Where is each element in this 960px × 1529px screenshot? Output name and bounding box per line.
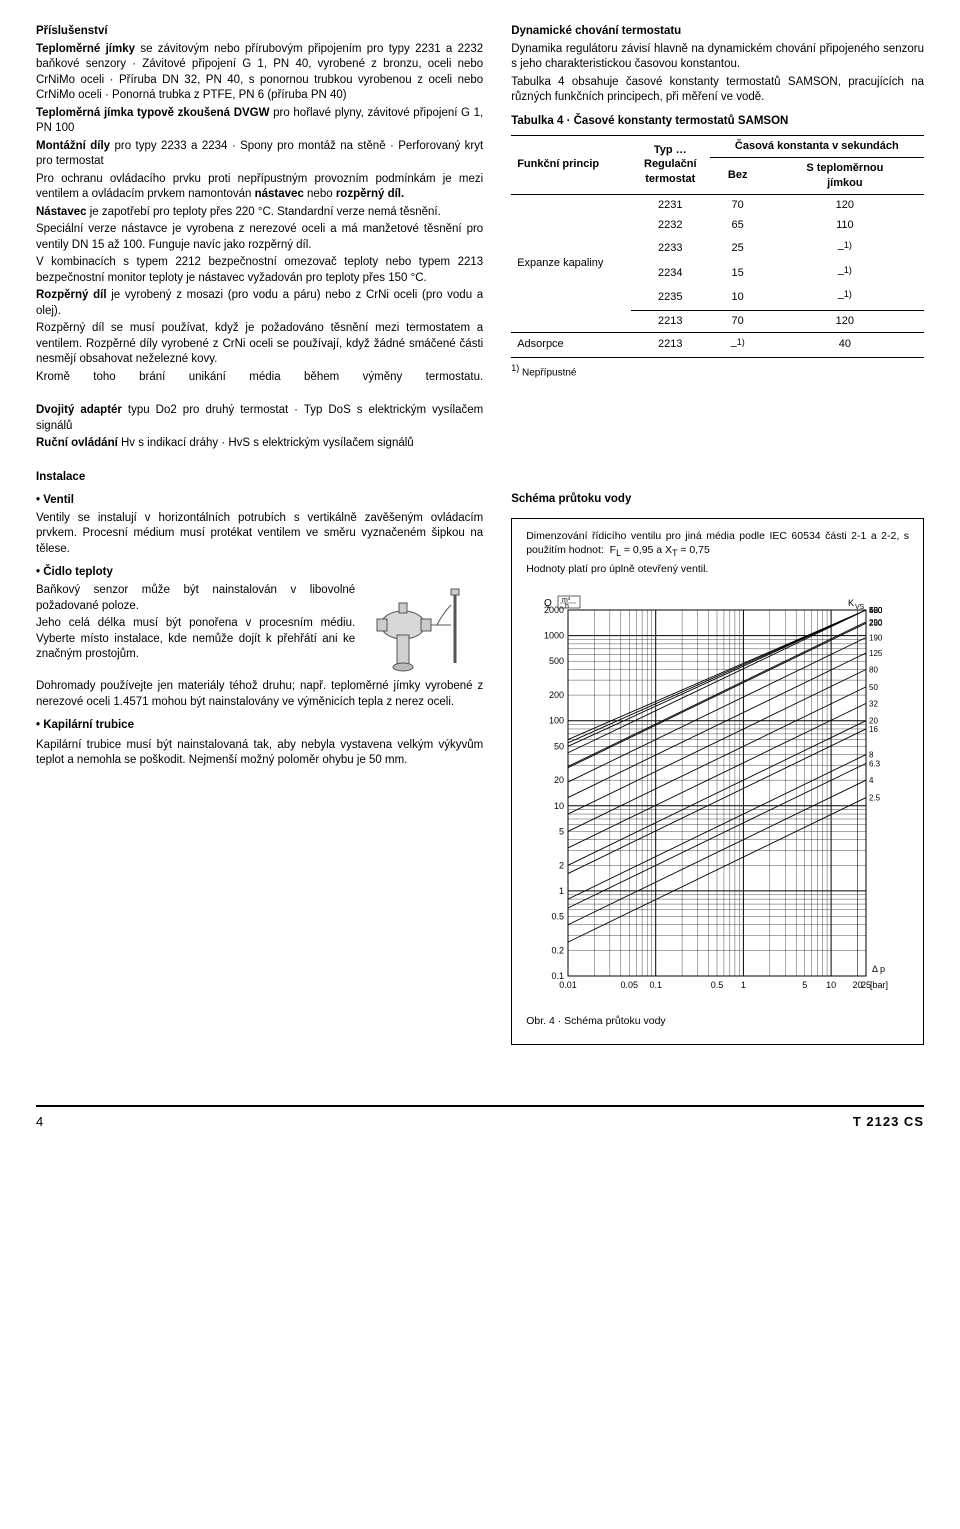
svg-text:5: 5 [559, 826, 564, 836]
svg-text:1: 1 [559, 886, 564, 896]
svg-text:10: 10 [826, 980, 836, 990]
p-rozperny2: Rozpěrný díl se musí používat, když je p… [36, 321, 483, 368]
svg-text:0.5: 0.5 [711, 980, 724, 990]
p-spec: Speciální verze nástavce je vyrobena z n… [36, 222, 483, 253]
svg-text:125: 125 [869, 649, 883, 658]
p-dyn2: Tabulka 4 obsahuje časové konstanty term… [511, 75, 924, 106]
p-rucni: Ruční ovládání Hv s indikací dráhy · HvS… [36, 436, 483, 452]
p-jimky: Teploměrné jímky se závitovým nebo příru… [36, 42, 483, 104]
svg-text:[bar]: [bar] [870, 980, 888, 990]
p-dvgw: Teploměrná jímka typově zkoušená DVGW pr… [36, 106, 483, 137]
svg-text:0.05: 0.05 [621, 980, 639, 990]
p-montaz: Montážní díly pro typy 2233 a 2234 · Spo… [36, 139, 483, 170]
svg-text:h: h [565, 603, 569, 610]
svg-text:Δ p: Δ p [872, 964, 885, 974]
svg-text:2.5: 2.5 [869, 793, 881, 802]
table-row: Expanze kapaliny223170120 [511, 194, 924, 215]
svg-text:20: 20 [554, 775, 564, 785]
th-bez: Bez [710, 157, 766, 194]
svg-text:0.5: 0.5 [552, 911, 565, 921]
kapilarni-bullet: Kapilární trubice [36, 718, 483, 734]
th-typ: Typ …Regulačnítermostat [631, 136, 710, 195]
th-jimka: S teploměrnoujímkou [766, 157, 924, 194]
left-column: Příslušenství Teploměrné jímky se závito… [36, 24, 483, 1045]
fig-caption: Obr. 4 · Schéma průtoku vody [526, 1014, 909, 1028]
svg-text:32: 32 [869, 699, 878, 708]
svg-text:80: 80 [869, 665, 878, 674]
svg-text:200: 200 [549, 690, 564, 700]
p-ochrana: Pro ochranu ovládacího prvku proti nepří… [36, 172, 483, 203]
svg-text:6.3: 6.3 [869, 759, 881, 768]
th-const: Časová konstanta v sekundách [710, 136, 924, 158]
table4-title: Tabulka 4 · Časové konstanty termostatů … [511, 114, 924, 130]
right-column: Dynamické chování termostatu Dynamika re… [511, 24, 924, 1045]
svg-text:50: 50 [869, 683, 878, 692]
svg-text:100: 100 [549, 715, 564, 725]
p-cidlo3: Dohromady používejte jen materiály téhož… [36, 679, 483, 710]
p-dyn1: Dynamika regulátoru závisí hlavně na dyn… [511, 42, 924, 73]
svg-text:VS: VS [855, 604, 865, 611]
svg-text:0.2: 0.2 [552, 945, 565, 955]
p-krome: Kromě toho brání unikání média během vým… [36, 370, 483, 386]
svg-text:280: 280 [869, 619, 883, 628]
page-footer: 4 T 2123 CS [36, 1105, 924, 1131]
svg-text:16: 16 [869, 725, 878, 734]
cidlo-bullet: Čidlo teploty [36, 565, 483, 581]
svg-text:10: 10 [554, 801, 564, 811]
valve-illustration [363, 585, 483, 675]
table-row: Adsorpce2213–1)40 [511, 332, 924, 358]
svg-text:Q: Q [544, 598, 552, 609]
svg-text:1: 1 [741, 980, 746, 990]
p-rozperny: Rozpěrný díl je vyrobený z mosazi (pro v… [36, 288, 483, 319]
flow-chart: 200010005002001005020105210.50.20.10.010… [526, 590, 906, 1010]
doc-code: T 2123 CS [853, 1113, 924, 1131]
svg-text:0.01: 0.01 [559, 980, 577, 990]
svg-text:0.1: 0.1 [650, 980, 663, 990]
svg-text:K: K [848, 598, 854, 608]
svg-text:190: 190 [869, 633, 883, 642]
chart-box: Dimenzování řídicího ventilu pro jiná mé… [511, 518, 924, 1045]
ventil-bullet: Ventil [36, 493, 483, 509]
table4: Funkční princip Typ …Regulačnítermostat … [511, 135, 924, 358]
svg-text:420: 420 [869, 606, 883, 615]
th-princip: Funkční princip [511, 136, 631, 195]
accessories-heading: Příslušenství [36, 24, 483, 40]
table4-note: 1) 1) NepřípustnéNepřípustné [511, 362, 924, 380]
svg-text:8: 8 [869, 750, 874, 759]
box-text2: Hodnoty platí pro úplně otevřený ventil. [526, 562, 909, 576]
p-komb: V kombinacích s typem 2212 bezpečnostní … [36, 255, 483, 286]
svg-text:4: 4 [869, 776, 874, 785]
svg-text:500: 500 [549, 656, 564, 666]
p-ventil: Ventily se instalují v horizontálních po… [36, 511, 483, 558]
svg-text:2: 2 [559, 860, 564, 870]
instalace-heading: Instalace [36, 470, 483, 486]
box-text1: Dimenzování řídicího ventilu pro jiná mé… [526, 529, 909, 560]
page-number: 4 [36, 1113, 43, 1131]
svg-text:5: 5 [802, 980, 807, 990]
dynamic-heading: Dynamické chování termostatu [511, 24, 924, 40]
svg-text:50: 50 [554, 741, 564, 751]
schema-heading: Schéma průtoku vody [511, 492, 924, 508]
p-nastavec: Nástavec je zapotřebí pro teploty přes 2… [36, 205, 483, 221]
p-kap: Kapilární trubice musí být nainstalovaná… [36, 738, 483, 769]
p-adapter: Dvojitý adaptér typu Do2 pro druhý termo… [36, 403, 483, 434]
svg-text:1000: 1000 [544, 630, 564, 640]
